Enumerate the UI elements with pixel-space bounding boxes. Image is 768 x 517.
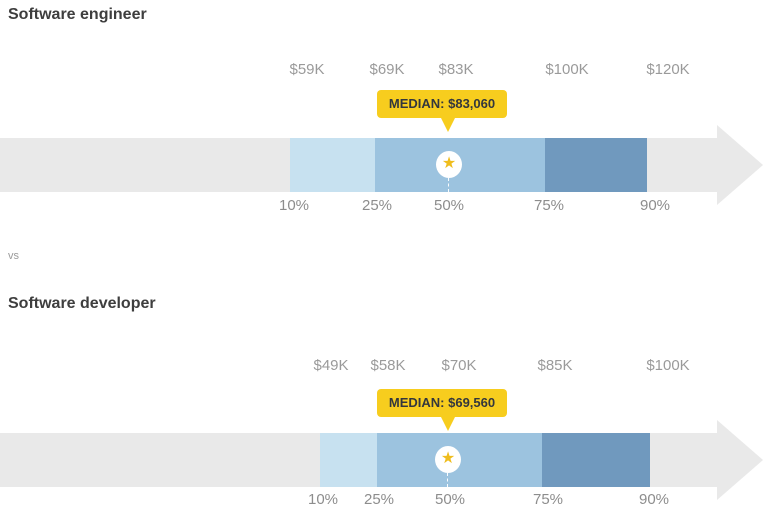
range-segment-25-75 xyxy=(377,433,542,487)
percentile-tick-label: 75% xyxy=(533,197,565,214)
percentile-tick-label: 25% xyxy=(361,197,393,214)
median-star-marker: ★ xyxy=(435,446,461,473)
chart-title: Software engineer xyxy=(8,6,147,23)
salary-tick-label: $59K xyxy=(289,61,325,78)
star-icon: ★ xyxy=(440,449,456,467)
percentile-tick-label: 75% xyxy=(532,491,564,508)
percentile-tick-label: 10% xyxy=(307,491,339,508)
percentile-tick-label: 25% xyxy=(363,491,395,508)
range-segment-75-90 xyxy=(542,433,650,487)
salary-tick-label: $83K xyxy=(438,61,474,78)
salary-tick-label: $58K xyxy=(370,357,406,374)
median-dash-line xyxy=(447,473,448,487)
range-segment-10-25 xyxy=(290,138,375,192)
median-dash-line xyxy=(448,178,449,192)
callout-pointer-icon xyxy=(440,415,456,431)
percentile-tick-label: 50% xyxy=(433,197,465,214)
percentile-tick-label: 50% xyxy=(434,491,466,508)
percentile-tick-label: 10% xyxy=(278,197,310,214)
salary-tick-label: $85K xyxy=(537,357,573,374)
arrowhead-icon xyxy=(717,420,763,500)
salary-tick-row: $49K $58K $70K $85K $100K xyxy=(0,357,768,375)
vs-separator-label: vs xyxy=(8,250,19,262)
range-segment-25-75 xyxy=(375,138,545,192)
percentile-tick-row: 10% 25% 50% 75% 90% xyxy=(0,491,768,509)
salary-range-arrow: ★ xyxy=(0,125,763,205)
salary-tick-label: $120K xyxy=(646,61,690,78)
salary-range-arrow: ★ xyxy=(0,420,763,500)
salary-tick-label: $100K xyxy=(545,61,589,78)
median-callout-text: MEDIAN: $83,060 xyxy=(388,96,496,111)
percentile-tick-row: 10% 25% 50% 75% 90% xyxy=(0,197,768,215)
percentile-tick-label: 90% xyxy=(639,197,671,214)
median-callout-text: MEDIAN: $69,560 xyxy=(388,395,496,410)
range-segment-10-25 xyxy=(320,433,377,487)
salary-tick-label: $49K xyxy=(313,357,349,374)
star-icon: ★ xyxy=(441,154,457,172)
median-callout: MEDIAN: $69,560 xyxy=(377,389,507,431)
range-segment-75-90 xyxy=(545,138,647,192)
salary-tick-label: $69K xyxy=(369,61,405,78)
salary-tick-row: $59K $69K $83K $100K $120K xyxy=(0,61,768,79)
salary-tick-label: $70K xyxy=(441,357,477,374)
chart-title: Software developer xyxy=(8,295,156,312)
salary-tick-label: $100K xyxy=(646,357,690,374)
callout-pointer-icon xyxy=(440,116,456,132)
percentile-tick-label: 90% xyxy=(638,491,670,508)
median-callout: MEDIAN: $83,060 xyxy=(377,90,507,132)
median-star-marker: ★ xyxy=(436,151,462,178)
arrowhead-icon xyxy=(717,125,763,205)
